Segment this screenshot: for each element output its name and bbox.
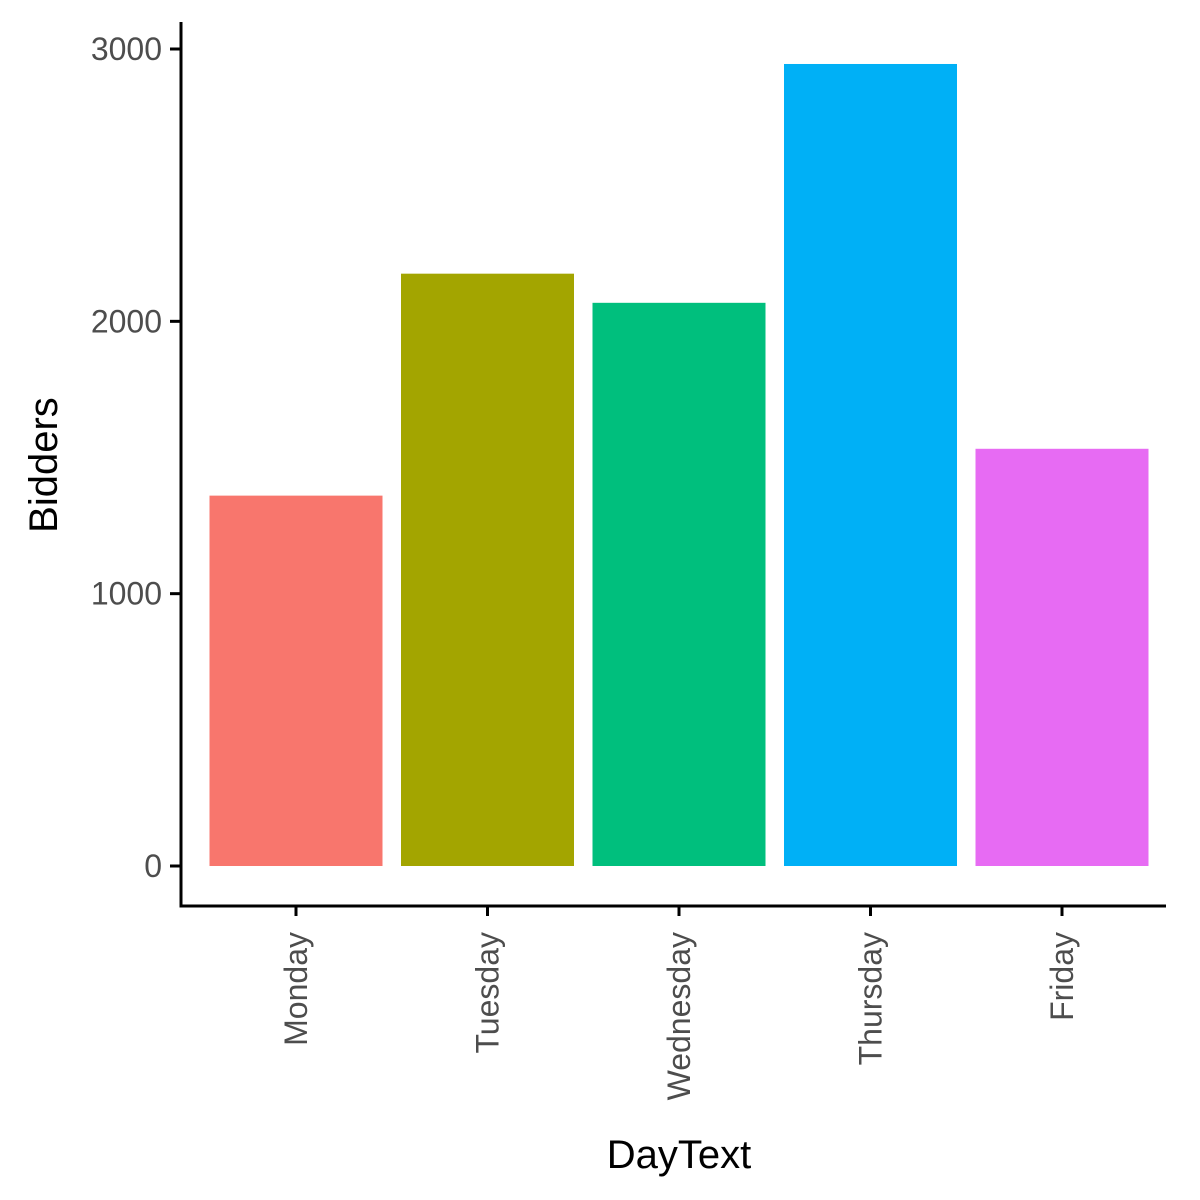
y-tick-label: 0: [144, 848, 162, 884]
y-axis-ticks: 0 1000 2000 3000: [91, 31, 181, 884]
bar-thursday: [784, 63, 957, 866]
bar-monday: [209, 495, 383, 866]
x-tick-label: Wednesday: [661, 932, 697, 1100]
x-tick-label: Thursday: [853, 932, 889, 1065]
x-tick-label: Monday: [278, 932, 314, 1046]
y-tick-label: 1000: [91, 576, 162, 612]
y-tick-label: 2000: [91, 303, 162, 339]
bars: [209, 63, 1149, 866]
bar-friday: [975, 448, 1149, 866]
x-axis-ticks: Monday Tuesday Wednesday Thursday Friday: [278, 906, 1080, 1100]
bar-tuesday: [401, 273, 574, 866]
bar-wednesday: [592, 302, 766, 866]
x-tick-label: Friday: [1044, 932, 1080, 1021]
x-tick-label: Tuesday: [470, 932, 506, 1054]
y-tick-label: 3000: [91, 31, 162, 67]
y-axis-title: Bidders: [22, 397, 66, 533]
x-axis-title: DayText: [607, 1133, 752, 1177]
